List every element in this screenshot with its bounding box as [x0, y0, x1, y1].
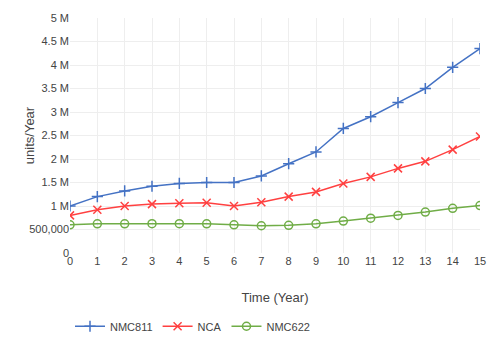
svg-text:14: 14	[447, 255, 459, 267]
svg-text:9: 9	[313, 255, 319, 267]
svg-text:2 M: 2 M	[51, 153, 69, 165]
svg-text:3.5 M: 3.5 M	[41, 82, 69, 94]
svg-text:500,000: 500,000	[29, 223, 69, 235]
svg-text:NMC811: NMC811	[110, 321, 153, 333]
svg-text:5: 5	[204, 255, 210, 267]
svg-text:units/Year: units/Year	[22, 106, 37, 164]
svg-text:NCA: NCA	[198, 321, 222, 333]
svg-text:NMC622: NMC622	[266, 321, 309, 333]
svg-text:3: 3	[149, 255, 155, 267]
svg-text:2.5 M: 2.5 M	[41, 129, 69, 141]
svg-text:0: 0	[63, 247, 69, 259]
svg-text:4.5 M: 4.5 M	[41, 35, 69, 47]
svg-text:12: 12	[392, 255, 404, 267]
svg-text:1 M: 1 M	[51, 200, 69, 212]
svg-text:5 M: 5 M	[51, 12, 69, 24]
svg-text:15: 15	[474, 255, 486, 267]
svg-text:6: 6	[231, 255, 237, 267]
svg-text:11: 11	[365, 255, 376, 267]
svg-text:8: 8	[286, 255, 292, 267]
svg-text:0: 0	[67, 255, 73, 267]
svg-text:4: 4	[176, 255, 182, 267]
svg-text:2: 2	[122, 255, 128, 267]
svg-text:13: 13	[419, 255, 431, 267]
svg-text:1: 1	[94, 255, 100, 267]
svg-text:3 M: 3 M	[51, 106, 69, 118]
svg-text:4 M: 4 M	[51, 59, 69, 71]
svg-text:Time (Year): Time (Year)	[242, 290, 309, 305]
svg-text:7: 7	[258, 255, 264, 267]
svg-text:10: 10	[337, 255, 349, 267]
svg-text:1.5 M: 1.5 M	[41, 176, 69, 188]
